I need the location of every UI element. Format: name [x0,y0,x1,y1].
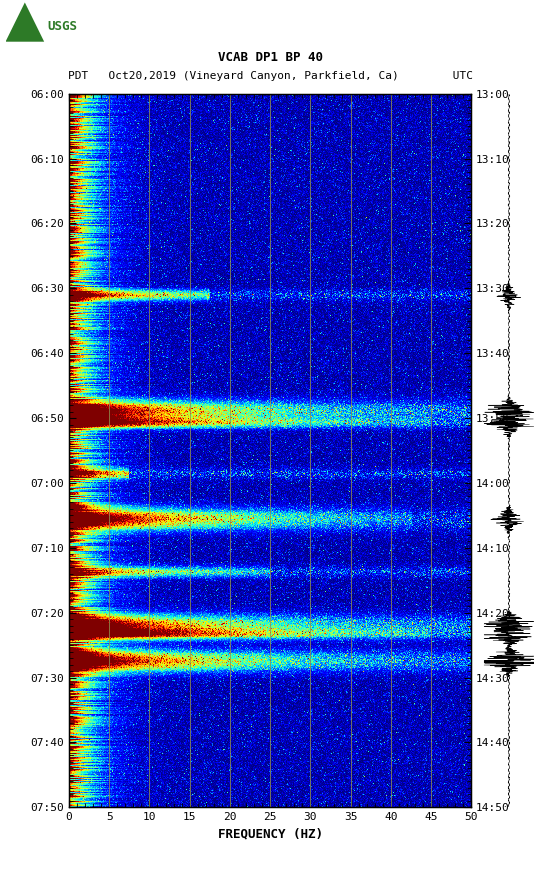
Polygon shape [6,3,44,42]
Text: USGS: USGS [47,21,77,34]
Text: VCAB DP1 BP 40: VCAB DP1 BP 40 [218,52,323,64]
Text: PDT   Oct20,2019 (Vineyard Canyon, Parkfield, Ca)        UTC: PDT Oct20,2019 (Vineyard Canyon, Parkfie… [68,70,473,81]
X-axis label: FREQUENCY (HZ): FREQUENCY (HZ) [217,828,322,840]
